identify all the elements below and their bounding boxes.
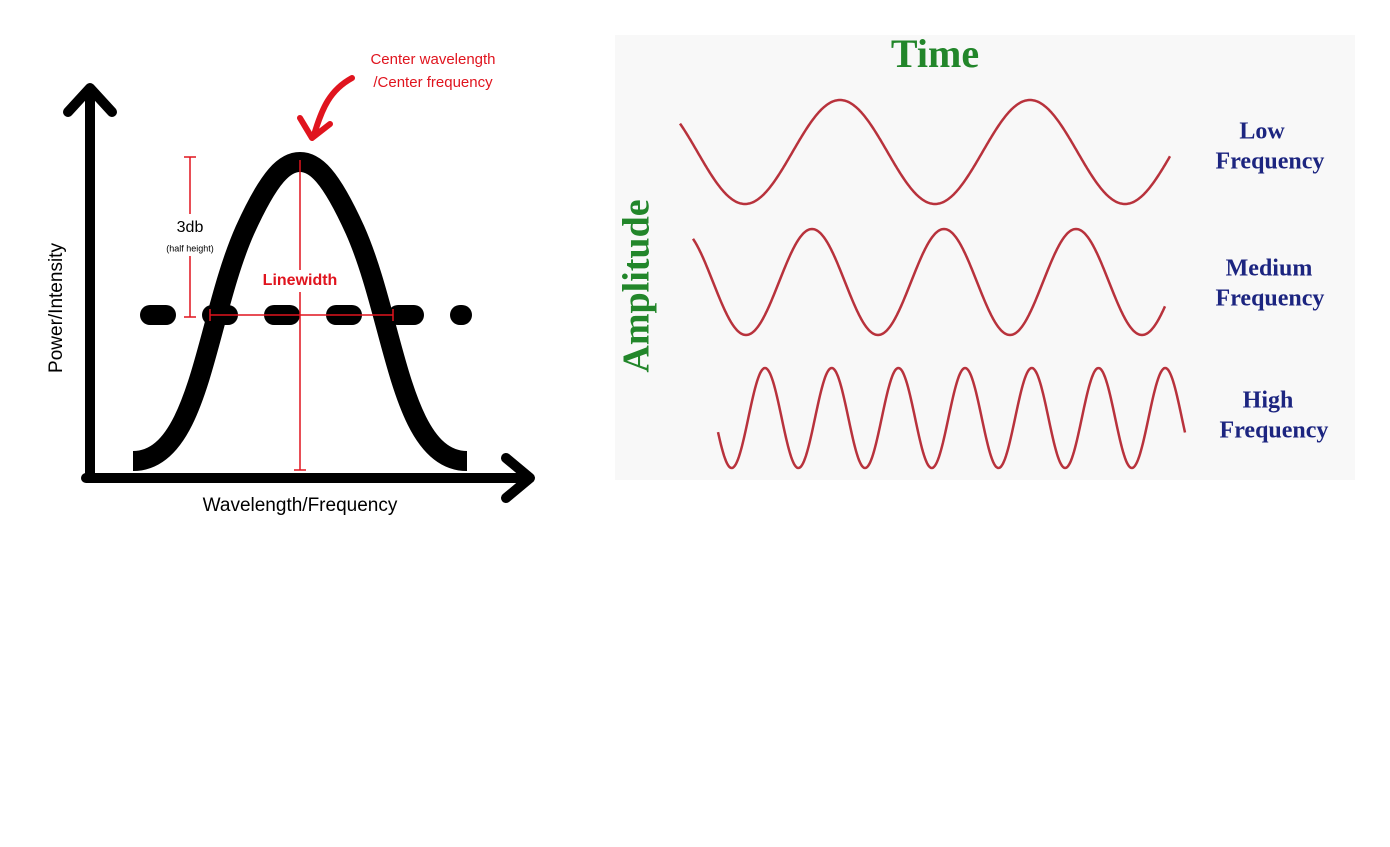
wave [678, 98, 1172, 206]
center-arrow [297, 75, 355, 141]
wave-label: High [1243, 388, 1294, 414]
wave-label: Medium [1226, 256, 1313, 282]
center-label: /Center frequency [373, 74, 493, 91]
label-backdrop [250, 270, 348, 292]
center-label: Center wavelength [370, 51, 495, 68]
height-note: (half height) [166, 243, 214, 253]
label-backdrop [165, 214, 215, 256]
wave-label: Frequency [1216, 286, 1325, 312]
height-label: 3db [177, 219, 204, 236]
linewidth-diagram: Center wavelength /Center frequency 3db … [46, 51, 535, 516]
wave [716, 366, 1187, 470]
y-axis-label: Power/Intensity [46, 243, 67, 373]
panel [615, 35, 1355, 480]
width-label: Linewidth [263, 272, 338, 289]
x-axis [81, 453, 535, 503]
wave-label: Frequency [1216, 149, 1325, 175]
wave-label: Frequency [1220, 418, 1329, 444]
wave-labels: Low Frequency Medium Frequency High Freq… [1216, 119, 1329, 444]
y-axis-label: Amplitude [616, 199, 658, 372]
y-axis [63, 83, 117, 483]
x-axis-label: Time [891, 31, 979, 76]
wave [691, 227, 1167, 337]
x-axis-label: Wavelength/Frequency [203, 495, 398, 516]
wave-label: Low [1239, 119, 1285, 145]
frequency-diagram: Time Amplitude Low Frequency Medium Freq… [615, 31, 1355, 480]
